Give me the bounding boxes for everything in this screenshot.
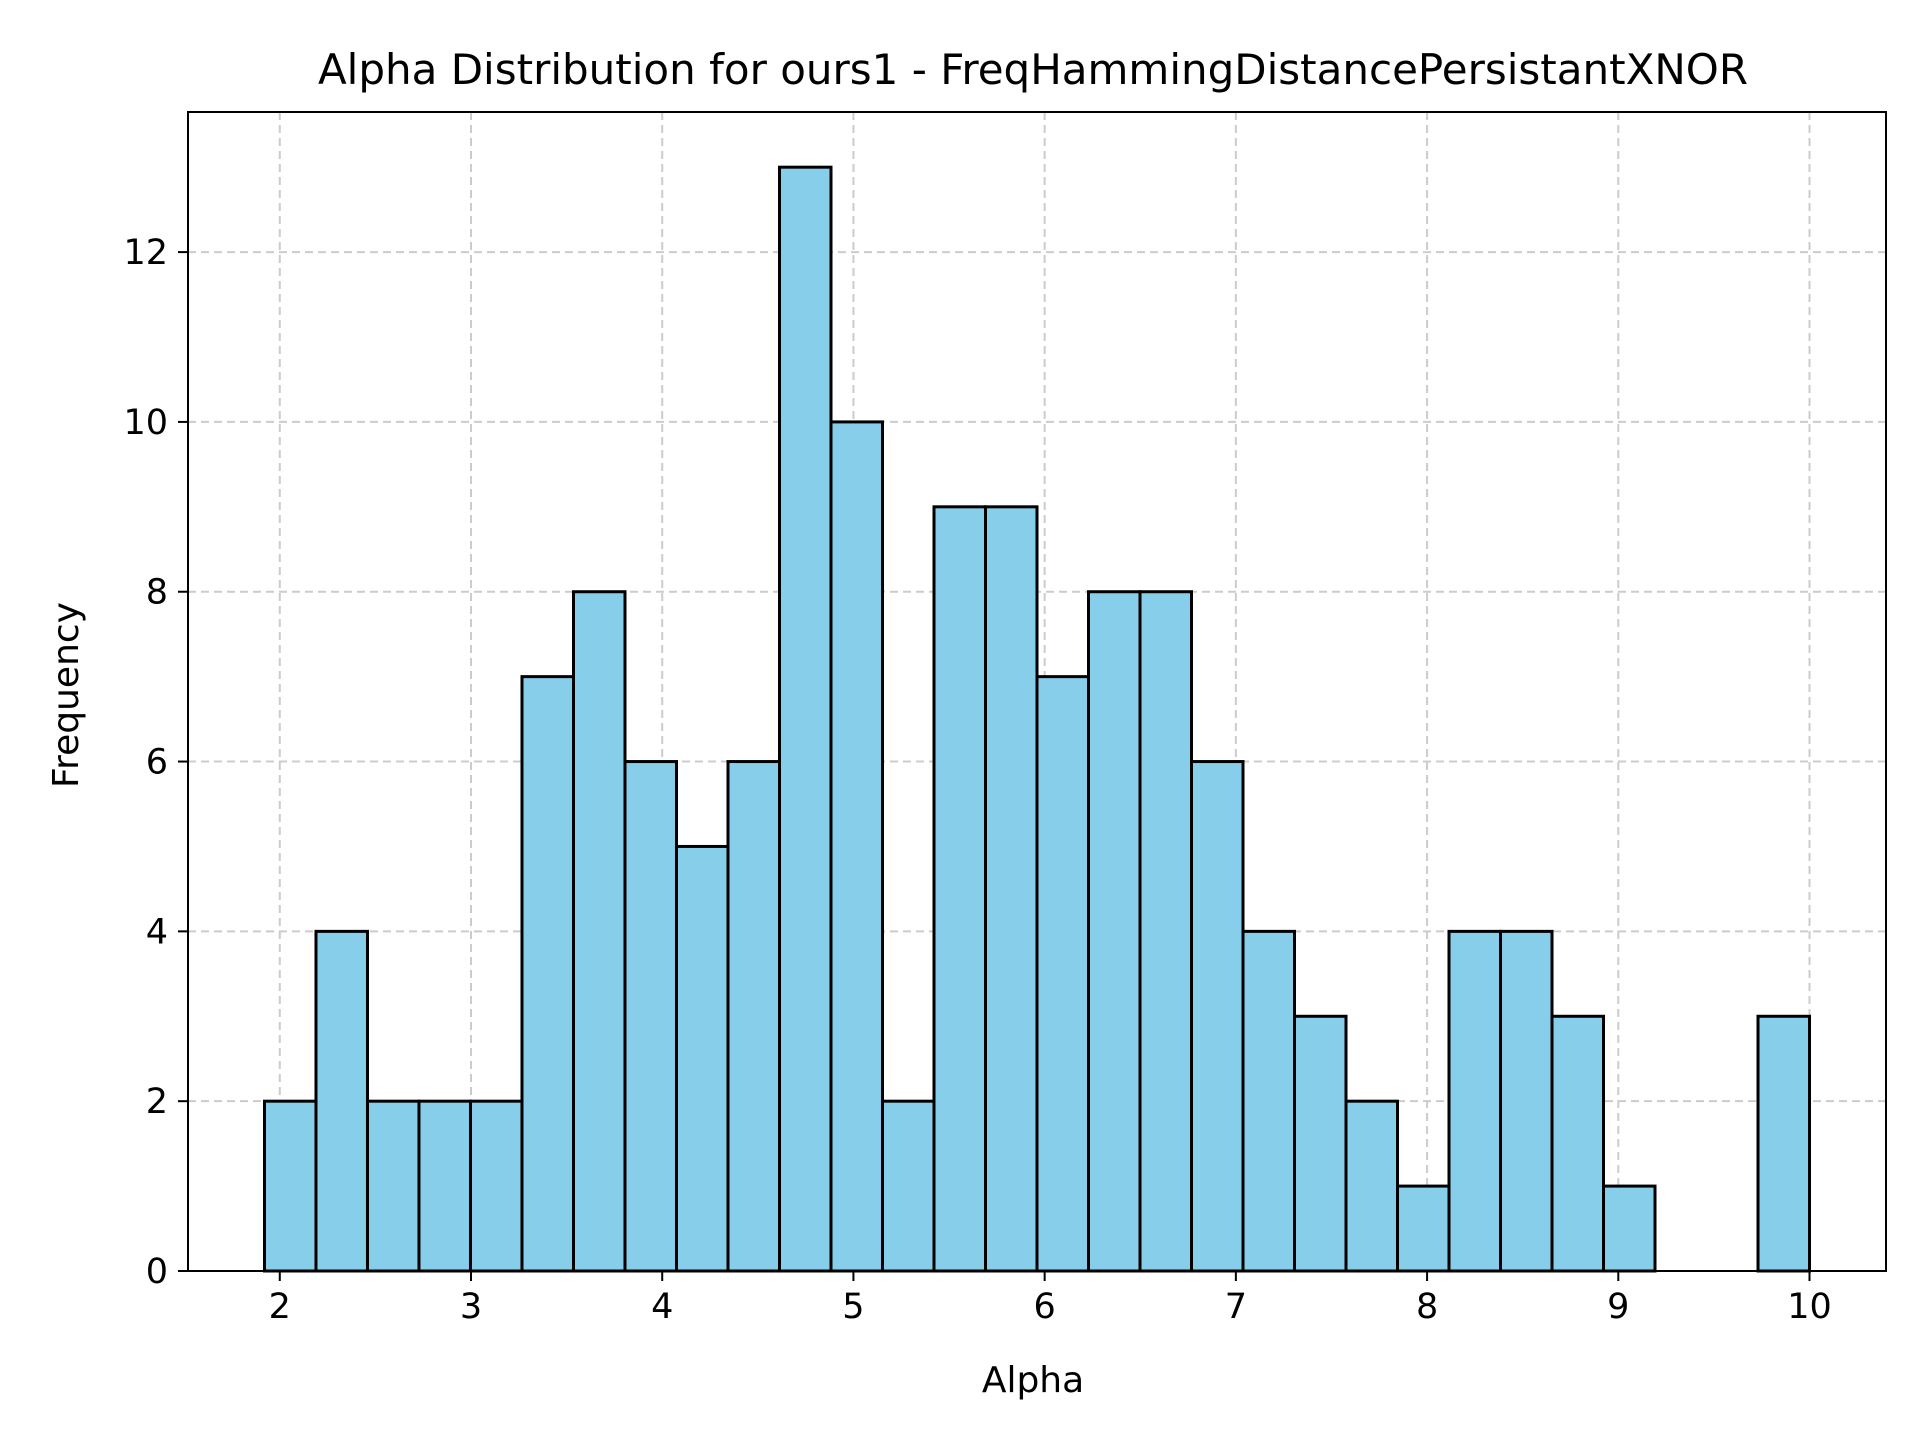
histogram-bar bbox=[1499, 929, 1554, 1273]
y-axis-ticks: 0 2 4 6 8 10 12 bbox=[123, 233, 188, 1292]
histogram-bar bbox=[1550, 1014, 1606, 1273]
x-tick-label: 8 bbox=[1416, 1287, 1438, 1327]
histogram-bar bbox=[880, 1099, 936, 1273]
y-tick-label: 8 bbox=[146, 573, 168, 613]
bars bbox=[262, 165, 1812, 1273]
histogram-bar bbox=[262, 1099, 318, 1273]
histogram-bar bbox=[726, 760, 781, 1273]
histogram-bar bbox=[571, 590, 627, 1273]
y-tick-label: 0 bbox=[146, 1252, 168, 1292]
histogram-bar bbox=[623, 760, 678, 1273]
histogram-bar bbox=[1293, 1014, 1348, 1273]
histogram-bar bbox=[314, 929, 369, 1273]
histogram-bar bbox=[520, 675, 575, 1273]
histogram-bar bbox=[777, 165, 833, 1273]
histogram-bar bbox=[468, 1099, 524, 1273]
histogram-bar bbox=[1087, 590, 1142, 1273]
x-tick-label: 10 bbox=[1787, 1287, 1832, 1327]
x-tick-label: 9 bbox=[1607, 1287, 1629, 1327]
histogram-bar bbox=[1756, 1014, 1812, 1273]
x-tick-label: 4 bbox=[651, 1287, 673, 1327]
histogram-bar bbox=[932, 505, 987, 1273]
y-tick-label: 10 bbox=[123, 403, 168, 443]
histogram-bar bbox=[1447, 929, 1503, 1273]
histogram-bar bbox=[1190, 760, 1245, 1273]
chart-title: Alpha Distribution for ours1 - FreqHammi… bbox=[318, 45, 1748, 94]
histogram-bar bbox=[983, 505, 1039, 1273]
x-tick-label: 6 bbox=[1034, 1287, 1056, 1327]
histogram-bar bbox=[417, 1099, 472, 1273]
x-tick-label: 5 bbox=[842, 1287, 864, 1327]
histogram-bar bbox=[365, 1099, 421, 1273]
histogram-bar bbox=[1396, 1184, 1451, 1273]
x-axis-label: Alpha bbox=[982, 1360, 1084, 1401]
x-tick-label: 2 bbox=[269, 1287, 291, 1327]
x-tick-label: 7 bbox=[1225, 1287, 1247, 1327]
y-tick-label: 6 bbox=[146, 743, 168, 783]
histogram-bar bbox=[829, 420, 884, 1273]
histogram-bar bbox=[1241, 929, 1297, 1273]
y-tick-label: 2 bbox=[146, 1082, 168, 1122]
y-axis-label: Frequency bbox=[46, 602, 87, 788]
plot-frame bbox=[187, 111, 1887, 1272]
histogram-bar bbox=[674, 844, 730, 1273]
x-tick-label: 3 bbox=[460, 1287, 482, 1327]
y-tick-label: 12 bbox=[123, 233, 168, 273]
histogram-bar bbox=[1138, 590, 1194, 1273]
histogram-bar bbox=[1344, 1099, 1400, 1273]
x-axis-ticks: 2 3 4 5 6 7 8 9 10 bbox=[269, 1271, 1832, 1327]
y-tick-label: 4 bbox=[146, 912, 168, 952]
histogram-bar bbox=[1035, 675, 1091, 1273]
histogram-bar bbox=[1602, 1184, 1657, 1273]
